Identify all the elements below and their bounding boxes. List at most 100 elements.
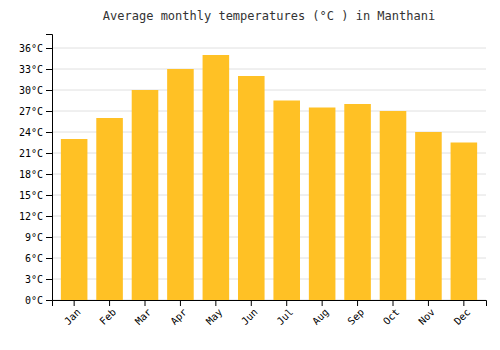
tick-mark: [251, 300, 252, 306]
axis-line: [46, 35, 53, 301]
tick-label: 27°C: [19, 106, 43, 117]
tick-label: 6°C: [25, 253, 43, 264]
tick-mark: [428, 300, 429, 306]
grid-line: [52, 90, 486, 91]
tick-mark: [46, 90, 52, 91]
tick: 27°C: [19, 106, 52, 117]
tick-label: Nov: [416, 306, 437, 327]
tick: 3°C: [25, 274, 52, 285]
tick-mark: [74, 300, 75, 306]
tick-label: 30°C: [19, 85, 43, 96]
tick-label: 12°C: [19, 211, 43, 222]
tick-mark: [46, 237, 52, 238]
tick-label: Mar: [133, 306, 154, 327]
grid-line: [52, 69, 486, 70]
grid: [52, 48, 486, 300]
tick-mark: [357, 300, 358, 306]
tick-mark: [322, 300, 323, 306]
tick-label: Jun: [239, 306, 260, 327]
tick-mark: [46, 174, 52, 175]
tick: May: [204, 300, 225, 327]
tick-mark: [46, 48, 52, 49]
tick-mark: [463, 300, 464, 306]
tick: Sep: [346, 300, 367, 327]
tick-mark: [393, 300, 394, 306]
grid-line: [52, 48, 486, 49]
tick: Nov: [416, 300, 437, 327]
tick-mark: [46, 111, 52, 112]
tick-mark: [286, 300, 287, 306]
tick: Dec: [452, 300, 473, 327]
tick: Jul: [275, 300, 296, 327]
tick-label: Jul: [275, 306, 296, 327]
bar: [415, 132, 442, 300]
bar: [451, 143, 478, 301]
tick-label: Aug: [310, 306, 331, 327]
tick-label: 9°C: [25, 232, 43, 243]
bars: [61, 55, 477, 300]
x-axis: Jan Feb Mar Apr May Jun Jul Aug Sep Oct Nov Dec: [53, 300, 487, 327]
tick-label: Sep: [346, 306, 367, 327]
bar: [273, 101, 300, 301]
title: Average monthly temperatures (°C ) in Ma…: [103, 9, 435, 23]
bar: [96, 118, 123, 300]
tick: Oct: [381, 300, 402, 327]
tick-label: 0°C: [25, 295, 43, 306]
tick: Apr: [168, 300, 189, 327]
tick-mark: [46, 195, 52, 196]
tick: Feb: [98, 300, 119, 327]
bar: [344, 104, 371, 300]
tick-label: Jan: [62, 306, 83, 327]
tick-mark: [46, 279, 52, 280]
tick: 9°C: [25, 232, 52, 243]
tick-mark: [109, 300, 110, 306]
tick-mark: [46, 300, 52, 301]
tick: 6°C: [25, 253, 52, 264]
tick-label: 18°C: [19, 169, 43, 180]
bar: [238, 76, 265, 300]
tick-mark: [46, 216, 52, 217]
tick-label: Oct: [381, 306, 402, 327]
y-axis: 0°C 3°C 6°C 9°C 12°C 15°C 18°C 21°C 24°C 27°C 30°C…: [19, 35, 53, 306]
tick-mark: [215, 300, 216, 306]
bar: [309, 108, 336, 301]
tick-label: Dec: [452, 306, 473, 327]
chart: 0°C 3°C 6°C 9°C 12°C 15°C 18°C 21°C 24°C 27°C 30°C…: [0, 0, 500, 350]
tick: 30°C: [19, 85, 52, 96]
axis-line: [53, 301, 487, 307]
tick-mark: [46, 153, 52, 154]
tick-mark: [180, 300, 181, 306]
tick-label: 21°C: [19, 148, 43, 159]
tick: 36°C: [19, 43, 52, 54]
bar: [380, 111, 407, 300]
tick: 15°C: [19, 190, 52, 201]
tick-label: 3°C: [25, 274, 43, 285]
tick: Jun: [239, 300, 260, 327]
tick: Jan: [62, 300, 83, 327]
tick: Aug: [310, 300, 331, 327]
tick-label: Apr: [168, 306, 189, 327]
tick-mark: [46, 69, 52, 70]
tick-mark: [46, 132, 52, 133]
tick-mark: [46, 258, 52, 259]
tick: 18°C: [19, 169, 52, 180]
tick-label: 24°C: [19, 127, 43, 138]
bar: [203, 55, 230, 300]
tick: 24°C: [19, 127, 52, 138]
tick-label: May: [204, 306, 225, 327]
tick: Mar: [133, 300, 154, 327]
tick-label: 33°C: [19, 64, 43, 75]
tick: 12°C: [19, 211, 52, 222]
tick-label: 15°C: [19, 190, 43, 201]
tick: 21°C: [19, 148, 52, 159]
bar: [132, 90, 159, 300]
bar: [61, 139, 88, 300]
tick-mark: [145, 300, 146, 306]
plot: 0°C 3°C 6°C 9°C 12°C 15°C 18°C 21°C 24°C 27°C 30°C…: [19, 35, 487, 327]
tick-label: Feb: [98, 306, 119, 327]
grid-line: [52, 111, 486, 112]
bar: [167, 69, 194, 300]
tick: 33°C: [19, 64, 52, 75]
tick-label: 36°C: [19, 43, 43, 54]
tick: 0°C: [25, 295, 52, 306]
